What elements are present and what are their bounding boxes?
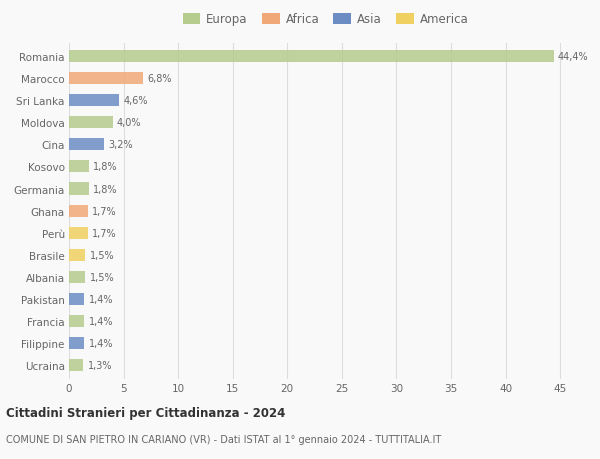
Text: 44,4%: 44,4% — [558, 52, 589, 62]
Text: 1,7%: 1,7% — [92, 228, 116, 238]
Text: 1,7%: 1,7% — [92, 206, 116, 216]
Text: COMUNE DI SAN PIETRO IN CARIANO (VR) - Dati ISTAT al 1° gennaio 2024 - TUTTITALI: COMUNE DI SAN PIETRO IN CARIANO (VR) - D… — [6, 434, 441, 444]
Bar — [69, 183, 89, 195]
Legend: Europa, Africa, Asia, America: Europa, Africa, Asia, America — [178, 9, 473, 31]
Text: 1,8%: 1,8% — [93, 162, 118, 172]
Bar — [69, 161, 89, 173]
Bar — [69, 359, 83, 371]
Text: 1,4%: 1,4% — [89, 294, 113, 304]
Bar — [69, 293, 84, 305]
Bar — [69, 95, 119, 107]
Text: 6,8%: 6,8% — [148, 74, 172, 84]
Bar — [69, 117, 113, 129]
Bar — [69, 249, 85, 261]
Text: 1,4%: 1,4% — [89, 338, 113, 348]
Text: 4,0%: 4,0% — [117, 118, 142, 128]
Text: 1,5%: 1,5% — [90, 272, 115, 282]
Bar — [69, 271, 85, 283]
Text: 4,6%: 4,6% — [124, 96, 148, 106]
Bar — [69, 205, 88, 217]
Text: 1,3%: 1,3% — [88, 360, 112, 370]
Bar — [69, 51, 554, 63]
Bar — [69, 337, 84, 349]
Text: 1,4%: 1,4% — [89, 316, 113, 326]
Text: 1,8%: 1,8% — [93, 184, 118, 194]
Text: Cittadini Stranieri per Cittadinanza - 2024: Cittadini Stranieri per Cittadinanza - 2… — [6, 406, 286, 419]
Bar — [69, 315, 84, 327]
Bar — [69, 73, 143, 85]
Text: 1,5%: 1,5% — [90, 250, 115, 260]
Text: 3,2%: 3,2% — [108, 140, 133, 150]
Bar — [69, 139, 104, 151]
Bar — [69, 227, 88, 239]
